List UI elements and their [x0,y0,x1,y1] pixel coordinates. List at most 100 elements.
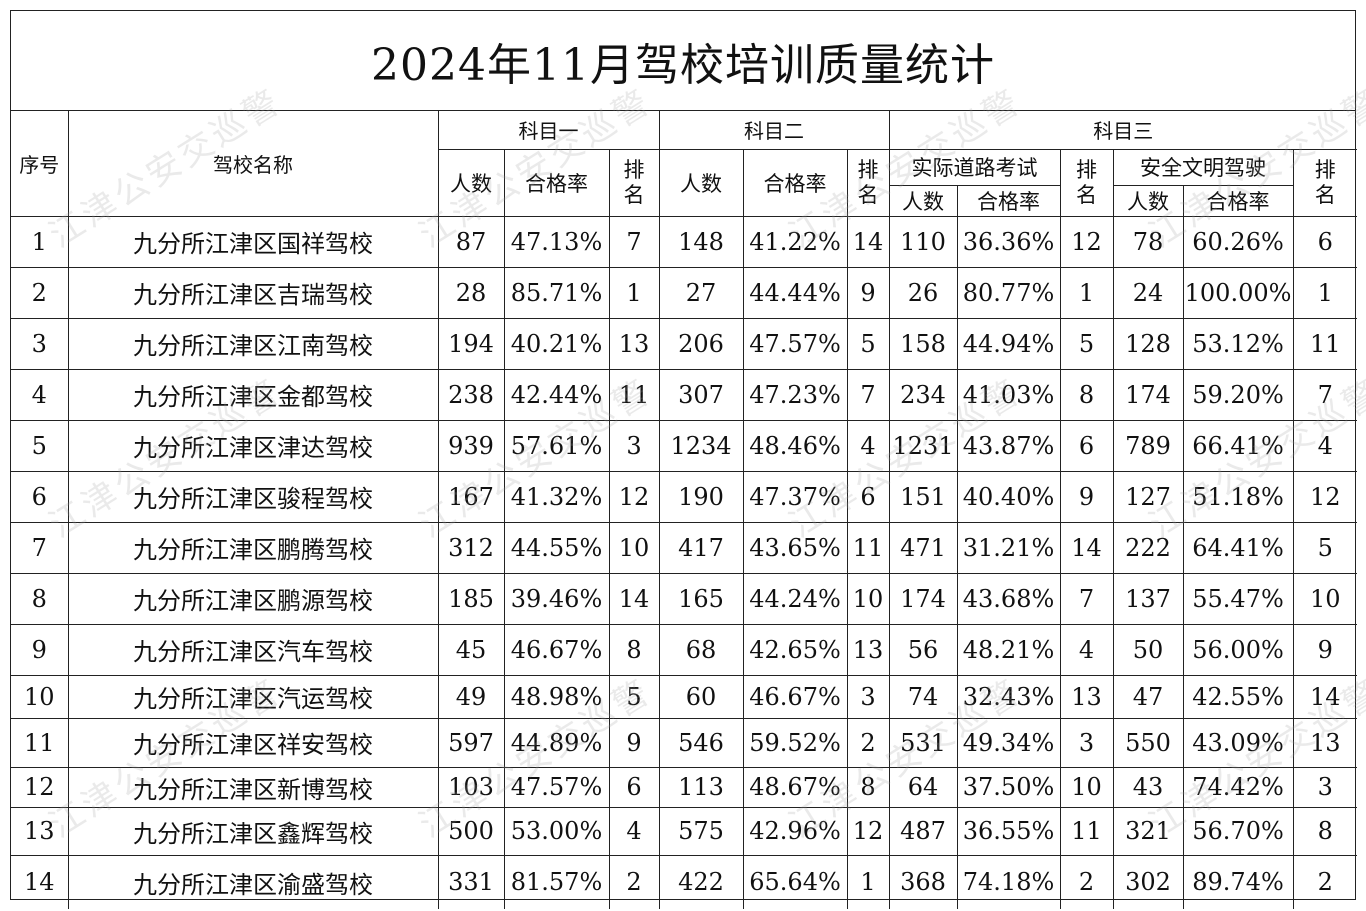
cell-road-count: 234 [888,368,958,421]
cell-safe-rank: 5 [1292,521,1358,574]
cell-s1-rank: 13 [608,317,660,370]
cell-road-count: 487 [888,806,958,856]
header-s1-rate: 合格率 [503,148,610,217]
cell-road-count: 151 [888,470,958,523]
cell-s2-count: 417 [658,521,744,574]
cell-s2-rank: 11 [846,521,890,574]
cell-s1-rate: 42.44% [503,368,610,421]
cell-s2-rate: 46.67% [742,674,848,719]
cell-s1-rate: 81.57% [503,854,610,909]
cell-s2-rate: 59.52% [742,717,848,768]
cell-name: 九分所江津区汽车驾校 [67,623,439,676]
cell-road-rank: 10 [1059,766,1114,808]
cell-s2-rank: 4 [846,419,890,472]
cell-safe-rate: 64.41% [1182,521,1294,574]
cell-s2-rank: 9 [846,266,890,319]
cell-s1-rank: 9 [608,717,660,768]
cell-s1-count: 185 [437,572,505,625]
cell-s1-rate: 48.98% [503,674,610,719]
cell-s2-rank: 13 [846,623,890,676]
cell-s2-rank: 5 [846,317,890,370]
header-safe-driving: 安全文明驾驶 [1112,148,1294,186]
cell-name: 九分所江津区鹏腾驾校 [67,521,439,574]
cell-s1-count: 500 [437,806,505,856]
cell-road-rate: 43.87% [956,419,1061,472]
cell-s2-count: 422 [658,854,744,909]
cell-road-rate: 31.21% [956,521,1061,574]
cell-name: 九分所江津区鑫辉驾校 [67,806,439,856]
cell-seq: 7 [11,521,69,574]
cell-road-rate: 36.36% [956,215,1061,268]
cell-seq: 9 [11,623,69,676]
cell-road-rank: 11 [1059,806,1114,856]
cell-road-rank: 14 [1059,521,1114,574]
cell-s2-rate: 48.46% [742,419,848,472]
cell-s1-rank: 7 [608,215,660,268]
cell-s2-rank: 10 [846,572,890,625]
cell-s1-rank: 8 [608,623,660,676]
cell-s2-rate: 42.65% [742,623,848,676]
cell-safe-rank: 10 [1292,572,1358,625]
cell-road-rank: 4 [1059,623,1114,676]
table-row: 1 九分所江津区国祥驾校 87 47.13% 7 148 41.22% 14 110 36.36%… [11,215,1358,268]
cell-s1-rate: 41.32% [503,470,610,523]
cell-s2-rate: 43.65% [742,521,848,574]
cell-road-rank: 1 [1059,266,1114,319]
cell-s1-count: 45 [437,623,505,676]
cell-safe-count: 222 [1112,521,1184,574]
cell-safe-count: 302 [1112,854,1184,909]
header-subject2: 科目二 [658,111,890,150]
cell-safe-count: 127 [1112,470,1184,523]
cell-s1-count: 194 [437,317,505,370]
cell-s1-count: 28 [437,266,505,319]
cell-safe-rank: 2 [1292,854,1358,909]
cell-safe-count: 43 [1112,766,1184,808]
header-safe-rate: 合格率 [1182,184,1294,217]
cell-road-count: 368 [888,854,958,909]
header-s2-rank-text: 排名 [857,158,879,207]
table-row: 12 九分所江津区新博驾校 103 47.57% 6 113 48.67% 8 64 37.50%… [11,766,1358,808]
cell-road-rank: 7 [1059,572,1114,625]
cell-seq: 13 [11,806,69,856]
cell-safe-rank: 11 [1292,317,1358,370]
cell-s1-rank: 14 [608,572,660,625]
cell-s1-rank: 11 [608,368,660,421]
cell-road-rate: 37.50% [956,766,1061,808]
cell-safe-rate: 43.09% [1182,717,1294,768]
cell-seq: 2 [11,266,69,319]
cell-s1-count: 167 [437,470,505,523]
cell-s2-rank: 14 [846,215,890,268]
table-row: 13 九分所江津区鑫辉驾校 500 53.00% 4 575 42.96% 12 487 36.5… [11,806,1358,856]
cell-safe-rate: 56.00% [1182,623,1294,676]
cell-seq: 1 [11,215,69,268]
cell-s1-rate: 47.13% [503,215,610,268]
header-school-name: 驾校名称 [67,111,439,217]
cell-road-rate: 44.94% [956,317,1061,370]
cell-safe-count: 789 [1112,419,1184,472]
cell-road-count: 64 [888,766,958,808]
cell-name: 九分所江津区渝盛驾校 [67,854,439,909]
table-row: 6 九分所江津区骏程驾校 167 41.32% 12 190 47.37% 6 151 40.40… [11,470,1358,523]
cell-road-count: 56 [888,623,958,676]
cell-s1-rate: 53.00% [503,806,610,856]
header-s1-rank-text: 排名 [623,158,645,207]
cell-safe-rank: 1 [1292,266,1358,319]
cell-name: 九分所江津区国祥驾校 [67,215,439,268]
cell-road-count: 26 [888,266,958,319]
cell-road-rate: 48.21% [956,623,1061,676]
cell-name: 九分所江津区鹏源驾校 [67,572,439,625]
cell-road-count: 531 [888,717,958,768]
cell-road-rank: 2 [1059,854,1114,909]
cell-safe-count: 137 [1112,572,1184,625]
cell-s2-count: 165 [658,572,744,625]
cell-safe-count: 50 [1112,623,1184,676]
cell-safe-rate: 42.55% [1182,674,1294,719]
cell-road-rate: 41.03% [956,368,1061,421]
cell-safe-rate: 100.00% [1182,266,1294,319]
cell-road-count: 471 [888,521,958,574]
cell-s2-count: 307 [658,368,744,421]
cell-safe-rank: 9 [1292,623,1358,676]
cell-safe-count: 24 [1112,266,1184,319]
cell-road-rank: 12 [1059,215,1114,268]
cell-name: 九分所江津区金都驾校 [67,368,439,421]
